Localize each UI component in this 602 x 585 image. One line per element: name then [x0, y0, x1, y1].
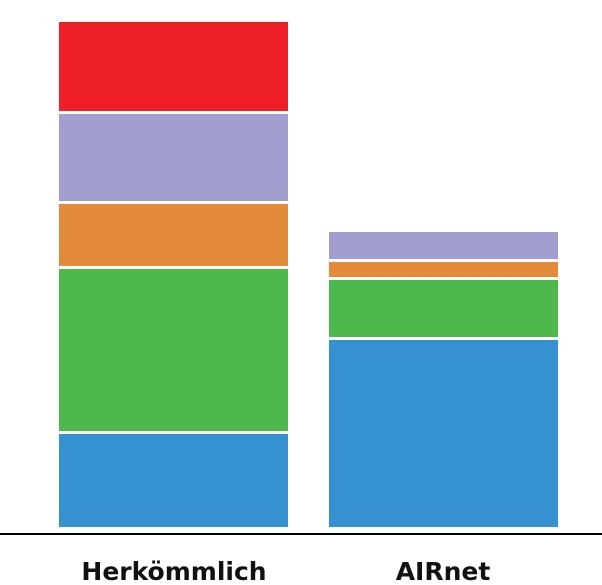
bar-segment-1-2 [329, 262, 558, 277]
bar-segment-0-4 [59, 22, 288, 111]
bar-segment-1-3 [329, 232, 558, 259]
bars-layer [59, 22, 558, 527]
bar-segment-1-0 [329, 340, 558, 527]
bar-segment-0-2 [59, 204, 288, 266]
bar-segment-0-1 [59, 269, 288, 431]
category-label-airnet: AIRnet [396, 557, 491, 585]
category-label-herkoemmlich: Herkömmlich [81, 557, 266, 585]
bar-segment-0-3 [59, 114, 288, 201]
bar-segment-0-0 [59, 434, 288, 527]
bar-segment-1-1 [329, 280, 558, 337]
